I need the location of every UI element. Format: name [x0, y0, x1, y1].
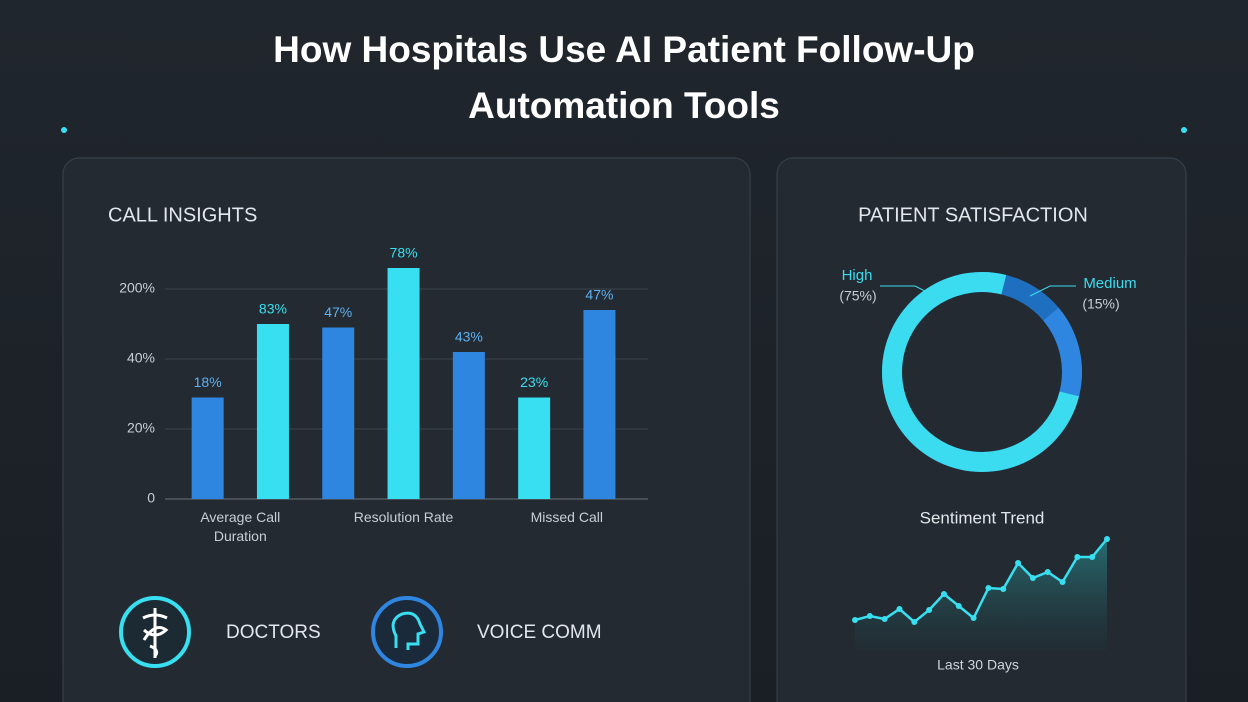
y-tick-label: 40%: [127, 350, 155, 366]
trend-point: [1029, 575, 1036, 581]
trend-point: [985, 585, 992, 591]
trend-point: [866, 613, 873, 619]
trend-point: [1074, 554, 1081, 560]
trend-point: [881, 616, 888, 622]
bar-annotation: 43%: [455, 329, 483, 345]
bar: [583, 310, 616, 499]
trend-point: [1104, 536, 1110, 542]
trend-point: [940, 591, 947, 597]
y-tick-label: 0: [147, 490, 155, 506]
bar-annotation: 18%: [194, 374, 222, 390]
legend-label: Medium: [1083, 275, 1136, 292]
bar: [322, 327, 355, 499]
trend-point: [1044, 569, 1051, 575]
leader-line: [880, 285, 936, 297]
trend-point: [852, 617, 858, 623]
panel-title: CALL INSIGHTS: [108, 204, 257, 226]
trend-point: [955, 603, 962, 609]
head-icon: [391, 611, 427, 650]
x-tick-label: Resolution Rate: [353, 509, 454, 525]
trend-point: [926, 607, 933, 613]
trend-point: [1000, 586, 1007, 592]
donut-segment: [882, 272, 1080, 472]
page-title: How Hospitals Use AI Patient Follow-Up A…: [273, 29, 975, 126]
panel-title: PATIENT SATISFACTION: [858, 204, 1088, 226]
icon: [371, 596, 443, 668]
x-tick-label: Average Call Duration: [200, 509, 281, 544]
trend-point: [911, 619, 918, 625]
icon-label: DOCTORS: [226, 622, 321, 643]
legend-label: High: [842, 267, 873, 284]
bar: [191, 397, 224, 499]
bar-annotation: 23%: [520, 374, 548, 390]
x-axis-label: Last 30 Days: [937, 657, 1019, 673]
trend-point: [1015, 560, 1022, 566]
x-tick-label: Missed Call: [530, 509, 603, 525]
leader-line: [1029, 285, 1076, 297]
icon-label: VOICE COMM: [477, 622, 602, 643]
bar-annotation: 83%: [259, 301, 287, 317]
bar: [452, 352, 485, 499]
value-label: (75%): [839, 288, 876, 304]
bar: [387, 268, 420, 499]
trend-title: Sentiment Trend: [920, 508, 1045, 527]
trend-point: [1059, 579, 1066, 585]
donut-segment: [1043, 307, 1082, 397]
trend-point: [1089, 554, 1096, 560]
bar: [256, 324, 289, 499]
divider-dot: [61, 127, 67, 133]
trend-area: [855, 539, 1107, 650]
bar-annotation: 78%: [390, 245, 418, 261]
divider-dot: [1181, 127, 1187, 133]
value-label: (15%): [1082, 296, 1119, 312]
bar: [518, 397, 551, 499]
y-tick-label: 20%: [127, 420, 155, 436]
trend-point: [970, 615, 977, 621]
bar-annotation: 47%: [324, 304, 352, 320]
bar-annotation: 47%: [585, 287, 613, 303]
trend-point: [896, 606, 903, 612]
caduceus: [142, 608, 169, 658]
y-tick-label: 200%: [119, 280, 155, 296]
